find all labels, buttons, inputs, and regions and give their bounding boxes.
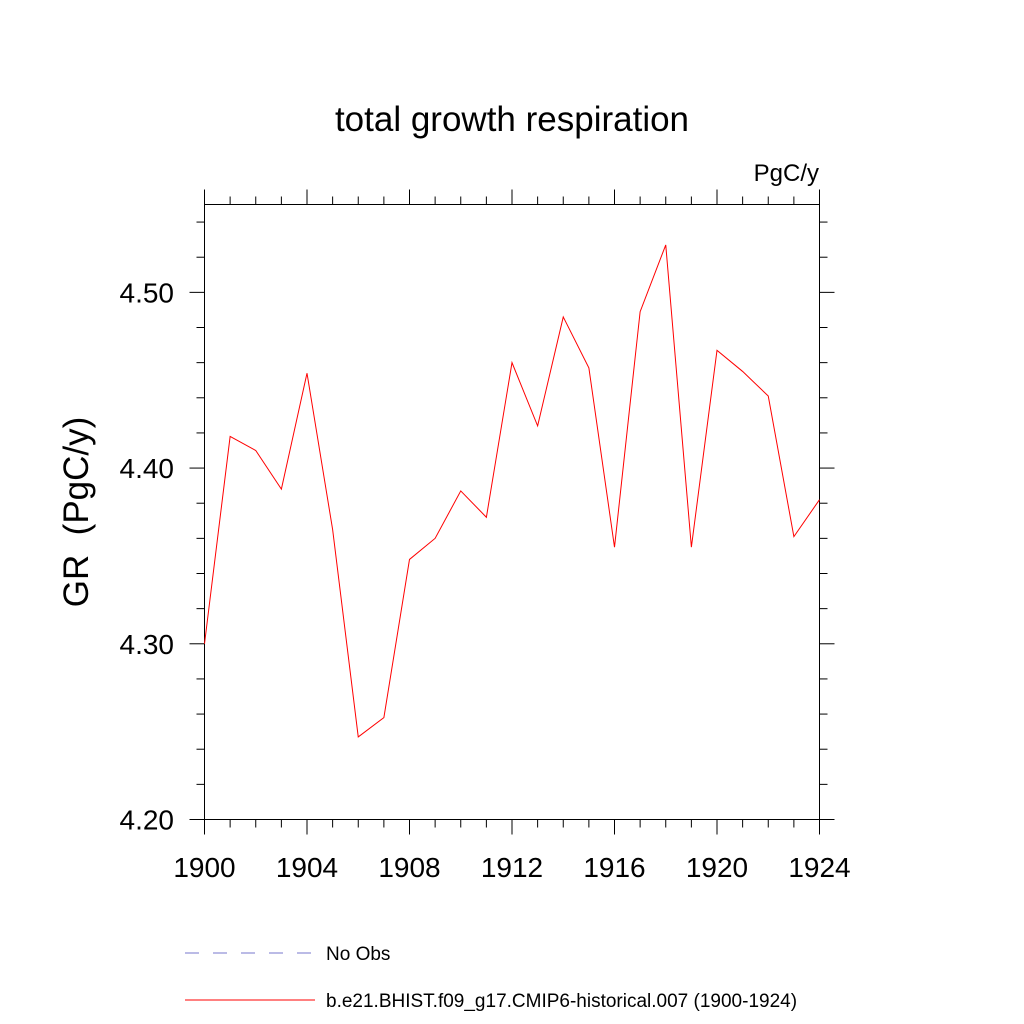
x-tick-label: 1920 <box>686 852 748 883</box>
x-tick-label: 1912 <box>481 852 543 883</box>
chart-title: total growth respiration <box>335 100 689 139</box>
y-tick-label: 4.40 <box>120 453 175 484</box>
y-tick-label: 4.20 <box>120 805 175 836</box>
x-tick-label: 1900 <box>173 852 235 883</box>
x-tick-label: 1924 <box>788 852 850 883</box>
plot-frame <box>204 204 820 820</box>
series-layer <box>204 244 820 738</box>
x-tick-label: 1908 <box>378 852 440 883</box>
y-axis-label: GR (PgC/y) <box>57 417 96 608</box>
units-label: PgC/y <box>754 160 819 187</box>
x-tick-label: 1904 <box>276 852 338 883</box>
series-line <box>204 244 820 738</box>
legend-label-no-obs: No Obs <box>326 944 390 965</box>
y-tick-label: 4.30 <box>120 629 175 660</box>
axis-tick-labels: 1900 1904 1908 1912 1916 1920 1924 4.20 4.30 4.40… <box>120 277 851 883</box>
legend: No Obs b.e21.BHIST.f09_g17.CMIP6-histori… <box>185 944 797 1012</box>
legend-label-model: b.e21.BHIST.f09_g17.CMIP6-historical.007… <box>326 991 797 1012</box>
y-tick-label: 4.50 <box>120 277 175 308</box>
x-tick-label: 1916 <box>583 852 645 883</box>
axis-ticks <box>189 189 835 835</box>
